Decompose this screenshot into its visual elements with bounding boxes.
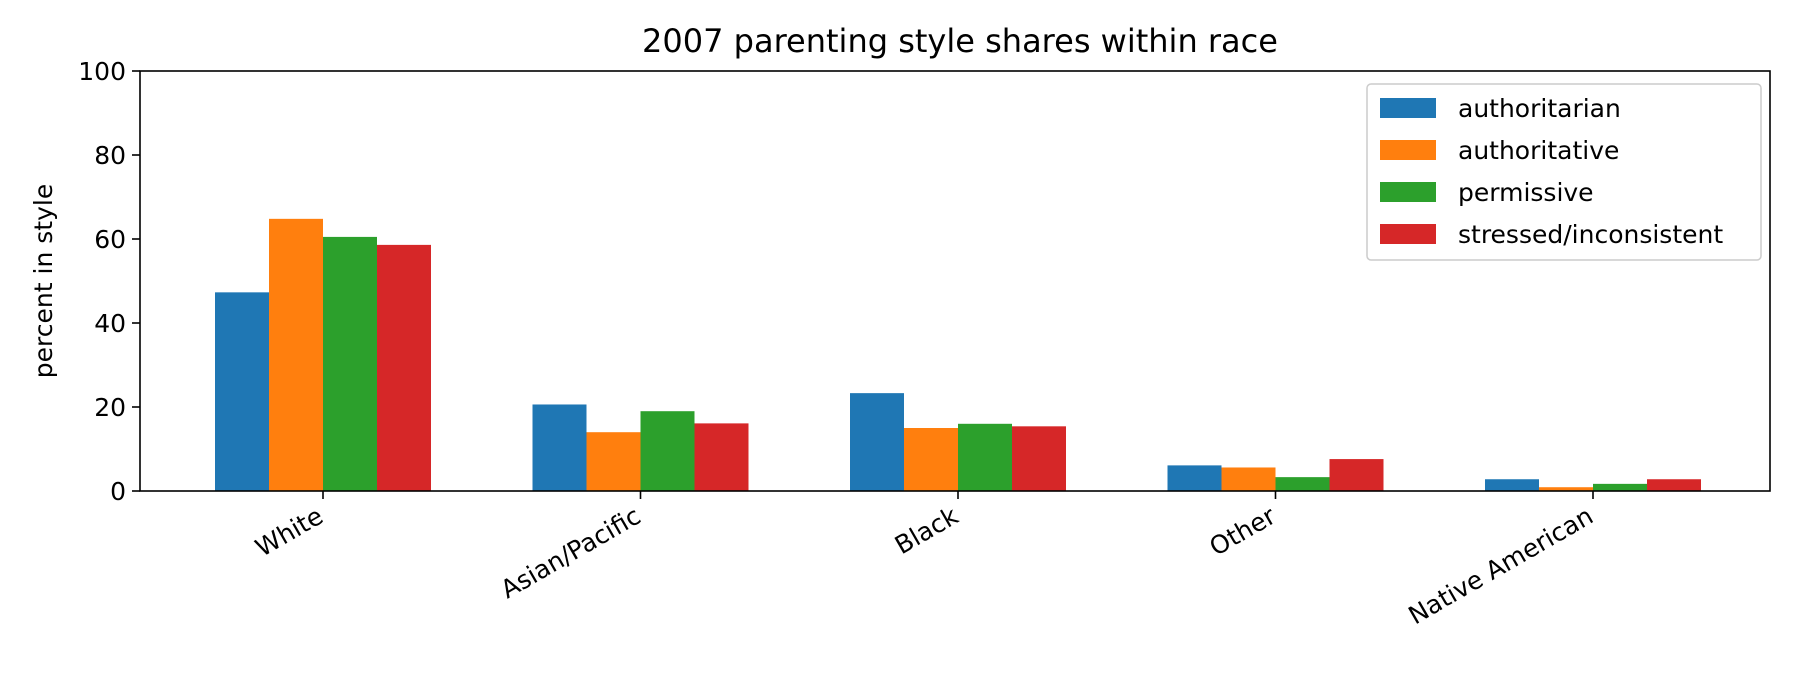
y-tick-label: 100 (78, 57, 126, 86)
legend[interactable]: authoritarian authoritative permissive stre… (1366, 83, 1762, 261)
x-tick-label: Native American (1403, 501, 1598, 630)
bar-authoritarian-native-american (1485, 479, 1539, 491)
bar-stressed-inconsistent-white (377, 244, 431, 491)
bar-authoritative-white (269, 218, 323, 491)
legend-label: authoritarian (1458, 94, 1621, 123)
bar-authoritative-native-american (1539, 487, 1593, 491)
y-tick-label: 80 (94, 141, 126, 170)
y-axis: 0 20 40 60 80 100 (78, 57, 140, 506)
legend-swatch (1380, 182, 1436, 202)
bar-authoritative-other (1221, 467, 1276, 491)
bar-stressed-inconsistent-asian-pacific (694, 423, 749, 491)
bar-authoritarian-black (850, 393, 904, 491)
bar-permissive-black (958, 423, 1012, 491)
bar-permissive-other (1275, 477, 1330, 491)
legend-frame (1366, 83, 1762, 261)
y-tick-label: 0 (110, 477, 126, 506)
legend-item-authoritarian[interactable]: authoritarian (1380, 94, 1621, 123)
legend-swatch (1380, 140, 1436, 160)
legend-item-authoritative[interactable]: authoritative (1380, 136, 1619, 165)
y-tick-label: 60 (94, 225, 126, 254)
bar-stressed-inconsistent-black (1012, 426, 1066, 491)
legend-swatch (1380, 98, 1436, 118)
x-axis: White Asian/Pacific Black Other Native Ameri… (251, 491, 1598, 630)
legend-swatch (1380, 224, 1436, 244)
x-tick-label: Other (1205, 501, 1282, 562)
x-tick-label: Black (890, 501, 964, 560)
bar-stressed-inconsistent-native-american (1647, 479, 1701, 491)
chart-title: 2007 parenting style shares within race (642, 22, 1278, 60)
bars-layer (215, 218, 1701, 491)
bar-permissive-asian-pacific (640, 411, 695, 491)
y-tick-label: 20 (94, 393, 126, 422)
x-tick-label: Asian/Pacific (496, 501, 646, 604)
bar-authoritative-asian-pacific (586, 432, 641, 491)
bar-authoritative-black (904, 428, 958, 491)
bar-permissive-native-american (1593, 483, 1647, 491)
legend-item-permissive[interactable]: permissive (1380, 178, 1594, 207)
bar-authoritarian-other (1167, 465, 1222, 491)
legend-label: stressed/inconsistent (1458, 220, 1723, 249)
plot-frame (139, 70, 1771, 492)
bar-authoritarian-asian-pacific (532, 404, 587, 491)
y-axis-label: percent in style (29, 184, 58, 378)
legend-item-stressed-inconsistent[interactable]: stressed/inconsistent (1380, 220, 1723, 249)
legend-label: permissive (1458, 178, 1594, 207)
bar-stressed-inconsistent-other (1329, 459, 1384, 491)
y-tick-label: 40 (94, 309, 126, 338)
x-tick-label: White (251, 501, 328, 562)
bar-authoritarian-white (215, 292, 269, 491)
bar-permissive-white (323, 236, 377, 491)
legend-label: authoritative (1458, 136, 1619, 165)
